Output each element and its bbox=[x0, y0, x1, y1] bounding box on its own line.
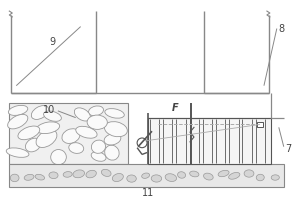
Text: 7: 7 bbox=[285, 144, 291, 154]
Ellipse shape bbox=[8, 105, 28, 115]
Ellipse shape bbox=[49, 172, 58, 179]
Ellipse shape bbox=[76, 126, 97, 138]
Ellipse shape bbox=[151, 175, 162, 182]
Text: 10: 10 bbox=[43, 105, 55, 115]
Ellipse shape bbox=[44, 111, 62, 121]
Ellipse shape bbox=[229, 172, 240, 179]
Ellipse shape bbox=[190, 171, 199, 177]
Ellipse shape bbox=[63, 172, 72, 177]
Ellipse shape bbox=[74, 108, 90, 121]
Text: F: F bbox=[172, 103, 178, 113]
Ellipse shape bbox=[101, 169, 111, 176]
Bar bbox=[257, 122, 263, 127]
Ellipse shape bbox=[271, 175, 279, 180]
Ellipse shape bbox=[218, 170, 229, 177]
Ellipse shape bbox=[87, 115, 107, 129]
Ellipse shape bbox=[86, 170, 96, 178]
Ellipse shape bbox=[24, 174, 34, 180]
Ellipse shape bbox=[31, 106, 49, 119]
Ellipse shape bbox=[36, 130, 57, 147]
Ellipse shape bbox=[256, 174, 264, 181]
Ellipse shape bbox=[69, 143, 84, 153]
Ellipse shape bbox=[6, 148, 29, 157]
Bar bbox=[148, 118, 271, 164]
Bar bbox=[9, 103, 128, 164]
Text: 9: 9 bbox=[50, 37, 56, 47]
Ellipse shape bbox=[142, 173, 150, 178]
Ellipse shape bbox=[91, 152, 106, 161]
Ellipse shape bbox=[18, 126, 40, 140]
Ellipse shape bbox=[127, 175, 136, 182]
Ellipse shape bbox=[51, 150, 66, 165]
Ellipse shape bbox=[26, 138, 41, 152]
Ellipse shape bbox=[62, 129, 80, 143]
Ellipse shape bbox=[203, 173, 213, 180]
Ellipse shape bbox=[104, 134, 121, 145]
Text: 8: 8 bbox=[279, 24, 285, 34]
Ellipse shape bbox=[244, 170, 254, 177]
Ellipse shape bbox=[104, 122, 127, 137]
Ellipse shape bbox=[8, 114, 28, 129]
Bar bbox=[9, 164, 284, 187]
Ellipse shape bbox=[73, 170, 85, 178]
Text: 11: 11 bbox=[142, 188, 154, 198]
Ellipse shape bbox=[10, 174, 19, 182]
Ellipse shape bbox=[88, 106, 104, 116]
Ellipse shape bbox=[92, 140, 106, 153]
Ellipse shape bbox=[178, 172, 186, 178]
Ellipse shape bbox=[112, 174, 123, 182]
Ellipse shape bbox=[35, 174, 45, 180]
Ellipse shape bbox=[165, 174, 177, 181]
Ellipse shape bbox=[105, 109, 124, 118]
Ellipse shape bbox=[105, 145, 119, 160]
Ellipse shape bbox=[36, 122, 60, 134]
